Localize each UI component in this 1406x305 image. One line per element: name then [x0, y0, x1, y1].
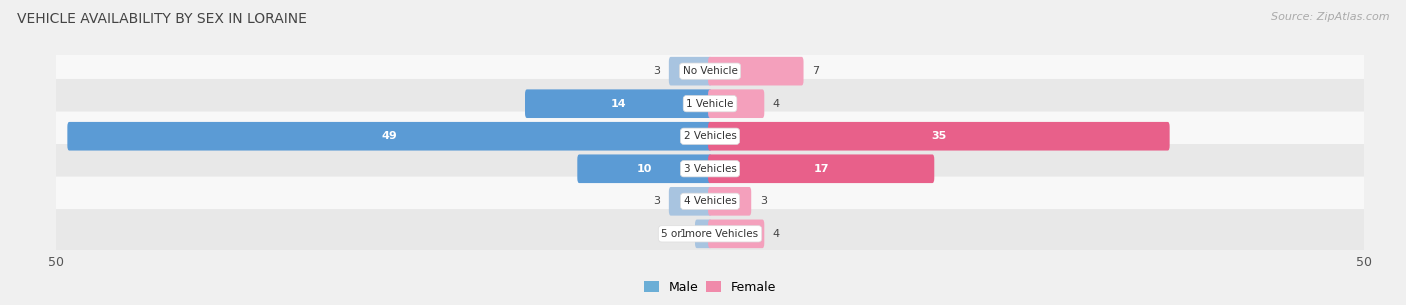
Text: 1 Vehicle: 1 Vehicle [686, 99, 734, 109]
Text: 2 Vehicles: 2 Vehicles [683, 131, 737, 141]
Text: 10: 10 [637, 164, 652, 174]
Text: 4: 4 [773, 229, 780, 239]
FancyBboxPatch shape [578, 154, 711, 183]
Text: 3: 3 [654, 66, 661, 76]
FancyBboxPatch shape [709, 187, 751, 216]
Text: 3: 3 [654, 196, 661, 206]
Text: 3: 3 [759, 196, 766, 206]
FancyBboxPatch shape [52, 79, 1368, 128]
Text: 4 Vehicles: 4 Vehicles [683, 196, 737, 206]
FancyBboxPatch shape [709, 220, 765, 248]
FancyBboxPatch shape [709, 122, 1170, 151]
FancyBboxPatch shape [709, 154, 934, 183]
Text: Source: ZipAtlas.com: Source: ZipAtlas.com [1271, 12, 1389, 22]
FancyBboxPatch shape [695, 220, 711, 248]
FancyBboxPatch shape [52, 46, 1368, 96]
FancyBboxPatch shape [524, 89, 711, 118]
Text: 3 Vehicles: 3 Vehicles [683, 164, 737, 174]
FancyBboxPatch shape [52, 144, 1368, 193]
Text: VEHICLE AVAILABILITY BY SEX IN LORAINE: VEHICLE AVAILABILITY BY SEX IN LORAINE [17, 12, 307, 26]
FancyBboxPatch shape [709, 57, 803, 85]
Text: 49: 49 [382, 131, 398, 141]
FancyBboxPatch shape [52, 209, 1368, 259]
FancyBboxPatch shape [669, 57, 711, 85]
FancyBboxPatch shape [709, 89, 765, 118]
FancyBboxPatch shape [67, 122, 711, 151]
FancyBboxPatch shape [669, 187, 711, 216]
Text: 17: 17 [814, 164, 830, 174]
Text: 1: 1 [679, 229, 686, 239]
FancyBboxPatch shape [52, 112, 1368, 161]
Text: 14: 14 [610, 99, 626, 109]
Text: 5 or more Vehicles: 5 or more Vehicles [661, 229, 759, 239]
FancyBboxPatch shape [52, 177, 1368, 226]
Text: 7: 7 [813, 66, 820, 76]
Text: No Vehicle: No Vehicle [682, 66, 738, 76]
Text: 35: 35 [931, 131, 946, 141]
Text: 4: 4 [773, 99, 780, 109]
Legend: Male, Female: Male, Female [638, 275, 782, 299]
